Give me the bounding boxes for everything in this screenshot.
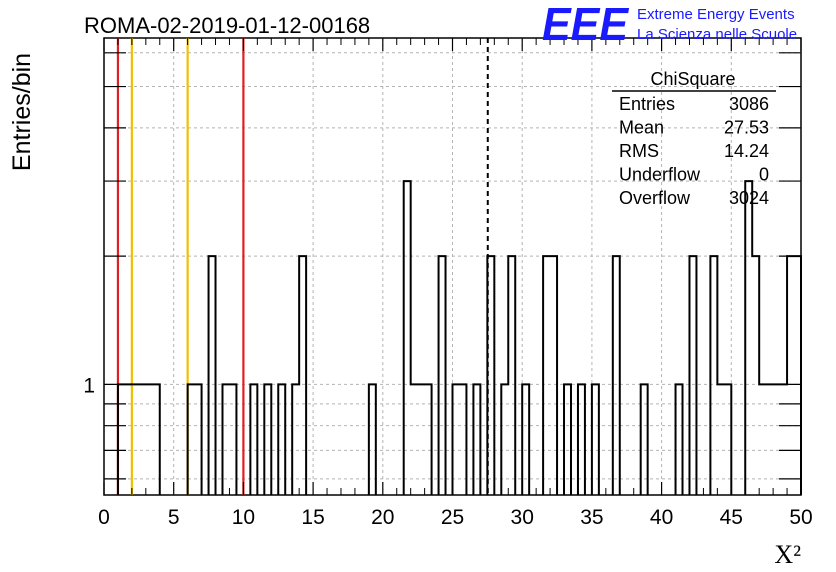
histogram-outline <box>116 180 802 495</box>
logo-line-1: Extreme Energy Events <box>637 6 795 23</box>
x-tick-label: 5 <box>168 506 180 529</box>
stats-row-value: 0 <box>759 165 769 185</box>
x-tick-label: 35 <box>580 506 603 529</box>
x-tick-label: 15 <box>301 506 324 529</box>
run-title: ROMA-02-2019-01-12-00168 <box>84 13 370 38</box>
x-tick-labels: 0 5 10 15 20 25 30 35 40 45 50 <box>98 506 813 529</box>
axis-ticks <box>103 38 802 495</box>
stats-box: ChiSquare Entries 3086 Mean 27.53 RMS 14.24 Un… <box>612 69 776 208</box>
x-tick-label: 0 <box>98 506 110 529</box>
x-tick-label: 30 <box>511 506 534 529</box>
x-tick-label: 20 <box>371 506 394 529</box>
x-axis-label: X² <box>774 540 801 569</box>
stats-row-value: 3086 <box>729 94 769 114</box>
y-axis-label: Entries/bin <box>8 53 36 171</box>
y-tick-labels: 1 <box>83 374 95 397</box>
stats-title: ChiSquare <box>650 69 735 89</box>
logo-letters: EEE <box>542 0 629 50</box>
y-tick-label: 1 <box>83 374 95 397</box>
stats-row-value: 14.24 <box>724 141 769 161</box>
stats-row-label: Underflow <box>619 165 701 185</box>
x-tick-label: 10 <box>232 506 255 529</box>
stats-rows: Entries 3086 Mean 27.53 RMS 14.24 Underflow 0 Ov… <box>619 94 769 208</box>
x-tick-label: 50 <box>789 506 812 529</box>
logo-line-2: La Scienza nelle Scuole <box>637 26 797 43</box>
eee-logo: EEE Extreme Energy Events La Scienza nel… <box>542 0 797 50</box>
x-tick-label: 40 <box>650 506 673 529</box>
x-tick-label: 25 <box>441 506 464 529</box>
x-tick-label: 45 <box>720 506 743 529</box>
stats-row-label: Entries <box>619 94 675 114</box>
stats-row-label: Overflow <box>619 188 691 208</box>
stats-row-value: 27.53 <box>724 118 769 138</box>
stats-row-label: Mean <box>619 118 664 138</box>
stats-row-value: 3024 <box>729 188 769 208</box>
stats-row-label: RMS <box>619 141 659 161</box>
